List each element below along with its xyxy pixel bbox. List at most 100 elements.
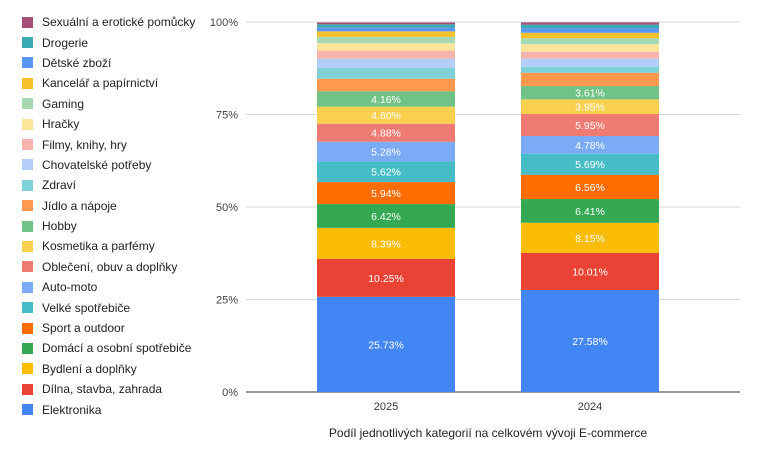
bar-segment-dilna-stavba-zahrada: [317, 258, 455, 297]
legend-item-kancelar-a-papirnictvi: Kancelář a papírnictví: [22, 73, 222, 93]
bar-segment-bydleni-a-doplnky: [521, 222, 659, 253]
data-label: 10.01%: [572, 266, 608, 278]
legend-swatch: [22, 139, 33, 151]
y-tick-label: 100%: [210, 17, 238, 29]
legend-label: Auto-moto: [42, 280, 98, 295]
legend-label: Zdraví: [42, 178, 77, 193]
legend-swatch: [22, 261, 33, 273]
y-tick-label: 0%: [222, 387, 238, 399]
legend-swatch: [22, 281, 33, 293]
legend-item-drogerie: Drogerie: [22, 32, 222, 52]
y-axis: 0% 25% 50% 75% 100%: [210, 17, 238, 399]
data-label: 5.69%: [575, 159, 605, 171]
bar-segment-hracky: [317, 43, 455, 51]
bar-segment-chovatelske-potreby: [317, 58, 455, 68]
data-label: 5.95%: [575, 120, 605, 132]
legend-swatch: [22, 302, 33, 314]
legend-label: Velké spotřebiče: [42, 300, 131, 315]
bar-segment-jidlo-a-napoje: [521, 72, 659, 87]
data-label: 3.95%: [575, 102, 605, 114]
bars: 25.73% 10.25% 8.39% 6.42% 5.94% 5.62% 5.28% 4.8…: [317, 22, 659, 392]
legend-item-zdravi: Zdraví: [22, 175, 222, 195]
bar-segment-gaming: [317, 36, 455, 44]
legend-item-elektronika: Elektronika: [22, 399, 222, 419]
legend-label: Jídlo a nápoje: [42, 198, 117, 213]
legend-item-filmy-knihy-hry: Filmy, knihy, hry: [22, 134, 222, 154]
bar-segment-sexualni-a-eroticke-pomucky: [317, 22, 455, 25]
legend-swatch: [22, 220, 33, 232]
bar-segment-zdravi: [317, 67, 455, 79]
bar-segment-obleceni-obuv-a-doplnky: [317, 123, 455, 142]
data-label: 25.73%: [368, 339, 404, 351]
legend-item-kosmetika-a-parfemy: Kosmetika a parfémy: [22, 236, 222, 256]
legend-swatch: [22, 77, 33, 89]
legend-label: Gaming: [42, 96, 85, 111]
bar-segment-hobby: [317, 91, 455, 107]
bar-segment-kancelar-a-papirnictvi: [521, 32, 659, 39]
bar-stack-2024: 27.58% 10.01% 8.15% 6.41% 6.56% 5.69% 4.78% 5.9…: [521, 22, 659, 392]
legend-item-auto-moto: Auto-moto: [22, 277, 222, 297]
legend-swatch: [22, 404, 33, 416]
legend-item-dilna-stavba-zahrada: Dílna, stavba, zahrada: [22, 379, 222, 399]
y-tick-label: 75%: [216, 110, 238, 122]
data-label: 4.16%: [371, 94, 401, 106]
legend-swatch: [22, 383, 33, 395]
x-axis-title: Podíl jednotlivých kategorií na celkovém…: [329, 426, 647, 440]
data-label: 6.42%: [371, 211, 401, 223]
data-label: 4.60%: [371, 110, 401, 122]
bar-segment-filmy-knihy-hry: [317, 50, 455, 59]
legend-swatch: [22, 363, 33, 375]
x-axis: 2025 2024: [374, 401, 602, 413]
legend-swatch: [22, 98, 33, 110]
bar-segment-kosmetika-a-parfemy: [521, 99, 659, 115]
legend-item-obleceni-obuv-a-doplnky: Oblečení, obuv a doplňky: [22, 257, 222, 277]
legend-label: Domácí a osobní spotřebiče: [42, 341, 192, 356]
bar-segment-elektronika: [521, 289, 659, 392]
x-tick-label: 2025: [374, 401, 398, 413]
data-label: 10.25%: [368, 273, 404, 285]
legend-swatch: [22, 37, 33, 49]
bar-segment-auto-moto: [317, 141, 455, 162]
chart-legend: Sexuální a erotické pomůcky Drogerie Dětsk…: [22, 12, 222, 420]
legend-swatch: [22, 118, 33, 130]
legend-label: Sport a outdoor: [42, 321, 125, 336]
legend-label: Bydlení a doplňky: [42, 361, 137, 376]
bar-segment-filmy-knihy-hry: [521, 51, 659, 59]
bar-segment-elektronika: [317, 296, 455, 392]
data-label: 4.78%: [575, 140, 605, 152]
bar-segment-sexualni-a-eroticke-pomucky: [521, 22, 659, 25]
data-label: 6.41%: [575, 206, 605, 218]
legend-item-sport-a-outdoor: Sport a outdoor: [22, 318, 222, 338]
legend-label: Kosmetika a parfémy: [42, 239, 155, 254]
legend-swatch: [22, 240, 33, 252]
bar-segment-drogerie: [317, 24, 455, 28]
bar-segment-domaci-a-osobni-spotrebice: [317, 204, 455, 228]
data-label: 3.61%: [575, 88, 605, 100]
legend-item-gaming: Gaming: [22, 94, 222, 114]
bar-segment-hobby: [521, 86, 659, 100]
legend-item-detske-zbozi: Dětské zboží: [22, 53, 222, 73]
bar-segment-kosmetika-a-parfemy: [317, 106, 455, 124]
legend-label: Sexuální a erotické pomůcky: [42, 15, 196, 30]
legend-swatch: [22, 179, 33, 191]
bar-segment-chovatelske-potreby: [521, 58, 659, 67]
bar-stack-2025: 25.73% 10.25% 8.39% 6.42% 5.94% 5.62% 5.28% 4.8…: [317, 22, 455, 392]
data-label: 4.88%: [371, 128, 401, 140]
data-label: 8.15%: [575, 233, 605, 245]
legend-item-jidlo-a-napoje: Jídlo a nápoje: [22, 196, 222, 216]
legend-item-bydleni-a-doplnky: Bydlení a doplňky: [22, 359, 222, 379]
legend-item-chovatelske-potreby: Chovatelské potřeby: [22, 155, 222, 175]
bar-segment-gaming: [521, 38, 659, 45]
bar-segment-velke-spotrebice: [521, 153, 659, 175]
data-label: 5.28%: [371, 147, 401, 159]
bar-segment-drogerie: [521, 24, 659, 29]
legend-item-sexualni-a-eroticke-pomucky: Sexuální a erotické pomůcky: [22, 12, 222, 32]
bar-segment-kancelar-a-papirnictvi: [317, 31, 455, 37]
legend-label: Dětské zboží: [42, 55, 112, 70]
bar-segment-jidlo-a-napoje: [317, 78, 455, 92]
bar-segment-auto-moto: [521, 136, 659, 154]
bar-segment-hracky: [521, 44, 659, 52]
legend-label: Hračky: [42, 117, 80, 132]
bar-segment-sport-a-outdoor: [521, 174, 659, 200]
